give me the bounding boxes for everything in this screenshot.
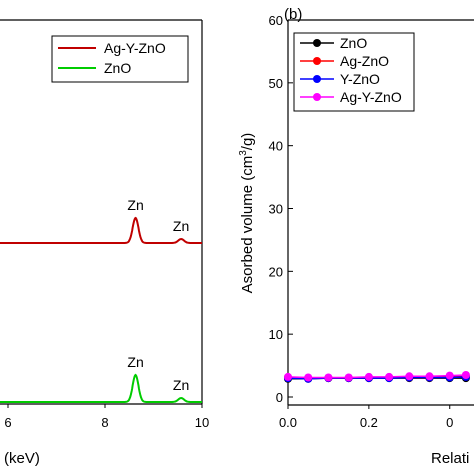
left-x-tick-label: 6 [4,415,11,430]
left-x-tick-labels: 6 8 10 [4,415,209,430]
data-point [324,373,333,382]
left-annotations: YZnZnZnZn [127,197,189,393]
legend-label: Ag-Y-ZnO [340,89,402,105]
right-y-ticks: 0 10 20 30 40 50 60 [269,13,293,405]
panel-a: YZnZnZnZn 6 8 10 (keV) Ag-Y-ZnO ZnO [0,19,209,467]
left-x-tick-label: 10 [195,415,209,430]
left-traces [0,216,202,403]
left-legend-label: ZnO [104,60,131,76]
data-point [385,372,394,381]
data-point [425,372,434,381]
data-point [405,372,414,381]
left-legend-label: Ag-Y-ZnO [104,40,166,56]
right-x-axis-label: Relati [431,450,469,467]
y-tick-label: 30 [269,202,283,217]
left-plot-frame [0,19,203,408]
peak-label: Zn [127,197,143,213]
legend-label: Y-ZnO [340,71,380,87]
peak-label: Zn [173,377,189,393]
left-x-tick-label: 8 [101,415,108,430]
data-point [445,371,454,380]
right-y-axis-label-sup: 3 [238,150,249,156]
y-tick-label: 60 [269,13,283,28]
data-point [344,373,353,382]
series-line [287,376,466,380]
data-point [284,372,292,381]
right-y-axis-label: Asorbed volume (cm3/g) [238,133,256,294]
left-legend-box [51,35,189,83]
panel-b: 0 10 20 30 40 50 60 0.0 0.2 0 (b) Asorbed volume… [238,6,474,467]
data-point [364,372,373,381]
spectrum-line [0,373,202,403]
right-x-ticks: 0.0 0.2 0 [279,405,453,430]
legend-swatch-marker [313,39,321,47]
x-tick-label: 0.2 [360,415,378,430]
legend-label: ZnO [340,35,367,51]
legend-swatch-marker [313,57,321,65]
right-legend: ZnO Ag-ZnO Y-ZnO Ag-Y-ZnO [293,32,415,112]
legend-swatch-marker [313,93,321,101]
data-point [304,373,313,382]
peak-label: Zn [127,354,143,370]
right-series [284,371,470,383]
y-tick-label: 50 [269,76,283,91]
peak-label: Zn [173,218,189,234]
y-tick-label: 40 [269,139,283,154]
panel-label: (b) [284,6,302,23]
x-tick-label: 0.0 [279,415,297,430]
right-y-axis-label-main: Asorbed volume (cm [239,156,256,294]
y-tick-label: 20 [269,264,283,279]
legend-swatch-marker [313,75,321,83]
right-y-axis-label-tail: /g) [239,133,256,151]
y-tick-label: 0 [276,390,283,405]
series-line [287,374,466,379]
x-tick-label: 0 [446,415,453,430]
spectrum-line [0,216,202,244]
y-tick-label: 10 [269,327,283,342]
data-point [461,371,470,379]
left-legend: Ag-Y-ZnO ZnO [51,35,189,83]
right-legend-items: ZnO Ag-ZnO Y-ZnO Ag-Y-ZnO [300,35,402,105]
right-plot-frame [287,19,474,406]
left-x-axis-label: (keV) [4,450,40,467]
legend-label: Ag-ZnO [340,53,389,69]
